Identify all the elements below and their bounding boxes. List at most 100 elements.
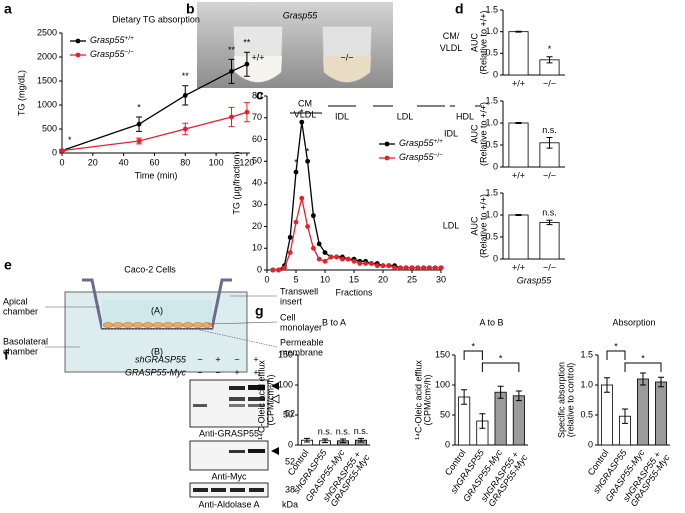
antibody-label: Anti-GRASP55: [199, 428, 259, 438]
data-point: [299, 119, 305, 125]
data-point: [136, 138, 142, 144]
row-label: LDL: [443, 220, 460, 230]
data-point: [363, 261, 368, 266]
y-axis-label: AUC: [469, 33, 479, 53]
x-tick-label: +/+: [512, 262, 525, 272]
blot-box: [189, 482, 269, 498]
band: [193, 404, 207, 407]
data-point: [59, 148, 65, 154]
antibody-label: Anti-Aldolase A: [198, 499, 259, 509]
significance-bracket: [606, 350, 626, 360]
band: [229, 450, 245, 453]
data-point: [305, 158, 310, 164]
data-point: [322, 250, 328, 256]
panel-letter: g: [255, 303, 264, 319]
legend-genotype: +/+: [434, 138, 444, 145]
legend-marker: [75, 38, 81, 44]
x-tick-label: −/−: [543, 262, 556, 272]
significance-label: n.s.: [542, 208, 557, 218]
blot-sign: −: [197, 367, 202, 377]
y-axis-label: (Relative to +/+): [478, 194, 488, 258]
marker-label: 52: [285, 408, 295, 418]
chart-title: Absorption: [612, 317, 655, 327]
x-tick-label: 60: [149, 157, 159, 167]
error-bar: [515, 30, 522, 33]
significance-label: **: [182, 71, 190, 81]
region-label: LDL: [397, 111, 414, 121]
x-tick-label: 15: [349, 274, 359, 284]
significance-label: *: [614, 341, 618, 351]
blot-sign: +: [253, 354, 258, 364]
band: [248, 404, 265, 407]
significance-label: n.s.: [318, 426, 333, 436]
y-tick-label: 1.5: [485, 187, 498, 197]
diagram-label: monolayer: [280, 322, 322, 332]
data-point: [351, 258, 357, 264]
y-tick-label: 0.5: [485, 139, 498, 149]
data-point: [287, 234, 293, 240]
x-tick-label: 10: [320, 274, 330, 284]
data-point: [276, 267, 281, 273]
band: [230, 488, 245, 492]
y-tick-label: 0.5: [580, 409, 593, 419]
bar: [601, 384, 613, 446]
antibody-label: Anti-Myc: [211, 471, 247, 481]
y-axis-label: AUC: [469, 124, 479, 144]
significance-label: *: [306, 147, 310, 157]
x-tick-label: 5: [293, 274, 298, 284]
blot-sign: +: [253, 367, 258, 377]
significance-label: *: [548, 44, 552, 54]
data-point: [282, 265, 287, 271]
y-tick-label: 40: [252, 177, 262, 187]
data-point: [136, 121, 142, 127]
y-tick-label: 50: [252, 156, 262, 166]
data-point: [427, 265, 432, 271]
significance-label: **: [228, 45, 236, 55]
bar: [508, 31, 529, 76]
chart-title: Dietary TG absorption: [112, 14, 200, 24]
error-bar: [461, 389, 468, 405]
data-point: [229, 69, 234, 74]
error-bar: [497, 385, 504, 399]
x-tick-label: +/+: [512, 78, 525, 88]
blot-sign: −: [197, 354, 202, 364]
error-bar: [479, 413, 486, 429]
arrowhead: [271, 382, 279, 390]
significance-label: *: [300, 107, 304, 117]
legend-genotype: −/−: [434, 152, 444, 159]
data-point: [345, 256, 351, 262]
y-tick-label: 0: [493, 161, 498, 171]
significance-label: n.s.: [354, 426, 369, 436]
y-tick-label: 1.5: [485, 4, 498, 14]
data-point: [244, 61, 250, 67]
bar: [655, 381, 667, 446]
band: [248, 397, 265, 401]
y-tick-label: 50: [283, 409, 293, 419]
x-tick-label: 120: [239, 157, 254, 167]
x-axis-label: Grasp55: [517, 275, 553, 285]
band: [229, 404, 245, 407]
x-tick-label: +/+: [512, 170, 525, 180]
diagram-label: Permeable: [280, 337, 324, 347]
data-point: [438, 265, 444, 271]
marker-label: 52: [285, 456, 295, 466]
error-bar: [546, 137, 553, 149]
data-point: [322, 258, 328, 264]
data-point: [357, 261, 363, 266]
y-axis-label: TG (µg/fraction): [231, 151, 241, 214]
legend-genotype: +/+: [125, 35, 135, 42]
data-point: [415, 265, 421, 271]
data-point: [328, 254, 334, 260]
error-bar: [640, 372, 646, 386]
legend-name: Grasp55: [90, 49, 126, 59]
x-tick-label: 40: [119, 157, 129, 167]
region-label: VLDL: [294, 109, 317, 119]
error-bar: [515, 214, 522, 216]
band: [249, 488, 264, 492]
diagram-label: insert: [280, 296, 303, 306]
diagram-label: membrane: [280, 347, 323, 357]
bar: [539, 222, 560, 260]
data-point: [316, 256, 322, 262]
bar: [512, 395, 525, 446]
